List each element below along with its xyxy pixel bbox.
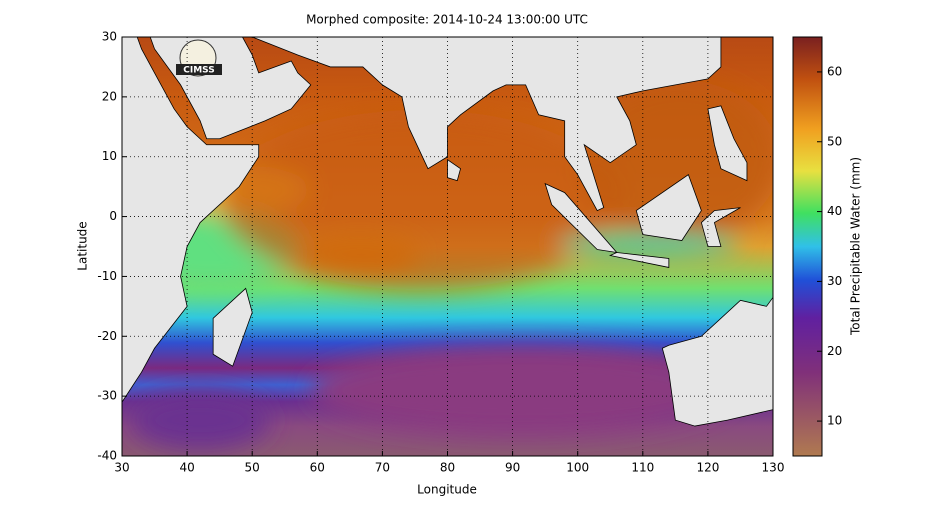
colorbar-tick-label: 30 (827, 274, 842, 288)
chart-title: Morphed composite: 2014-10-24 13:00:00 U… (306, 13, 588, 27)
landmass (212, 287, 253, 367)
y-tick-label: 0 (109, 209, 117, 223)
y-tick-label: -40 (97, 449, 117, 463)
y-tick-label: 20 (102, 89, 117, 103)
landmass (700, 207, 741, 247)
logo-text: CIMSS (183, 66, 214, 76)
colorbar (792, 36, 823, 457)
landmass (661, 296, 773, 427)
x-tick-label: 70 (375, 461, 390, 475)
y-tick-label: -10 (97, 269, 117, 283)
x-tick-label: 60 (310, 461, 325, 475)
landmass (608, 252, 670, 268)
y-tick-label: -20 (97, 329, 117, 343)
colorbar-tick-label: 10 (827, 414, 842, 428)
landmass (251, 37, 722, 212)
x-axis-label: Longitude (417, 483, 477, 497)
y-tick-label: 30 (102, 30, 117, 44)
x-tick-label: 30 (114, 461, 129, 475)
tpw-field (122, 37, 773, 456)
land (122, 37, 773, 427)
landmass (447, 158, 461, 182)
landmass (635, 174, 702, 241)
landmass (707, 105, 748, 182)
y-axis-label: Latitude (76, 221, 90, 270)
colorbar-tick-label: 40 (827, 204, 842, 218)
x-tick-label: 110 (631, 461, 654, 475)
colorbar-label: Total Precipitable Water (mm) (849, 157, 863, 336)
x-tick-label: 80 (440, 461, 455, 475)
colorbar-tick-label: 50 (827, 134, 842, 148)
x-tick-label: 40 (179, 461, 194, 475)
y-tick-label: 10 (102, 149, 117, 163)
x-tick-label: 130 (762, 461, 785, 475)
y-tick-label: -30 (97, 389, 117, 403)
x-tick-label: 100 (566, 461, 589, 475)
landmass (122, 37, 260, 403)
x-tick-label: 90 (505, 461, 520, 475)
colorbar-tick-label: 20 (827, 344, 842, 358)
colorbar-tick-label: 60 (827, 64, 842, 78)
logo: CIMSS (176, 39, 222, 77)
x-tick-label: 120 (696, 461, 719, 475)
x-tick-label: 50 (245, 461, 260, 475)
landmass (544, 182, 618, 254)
